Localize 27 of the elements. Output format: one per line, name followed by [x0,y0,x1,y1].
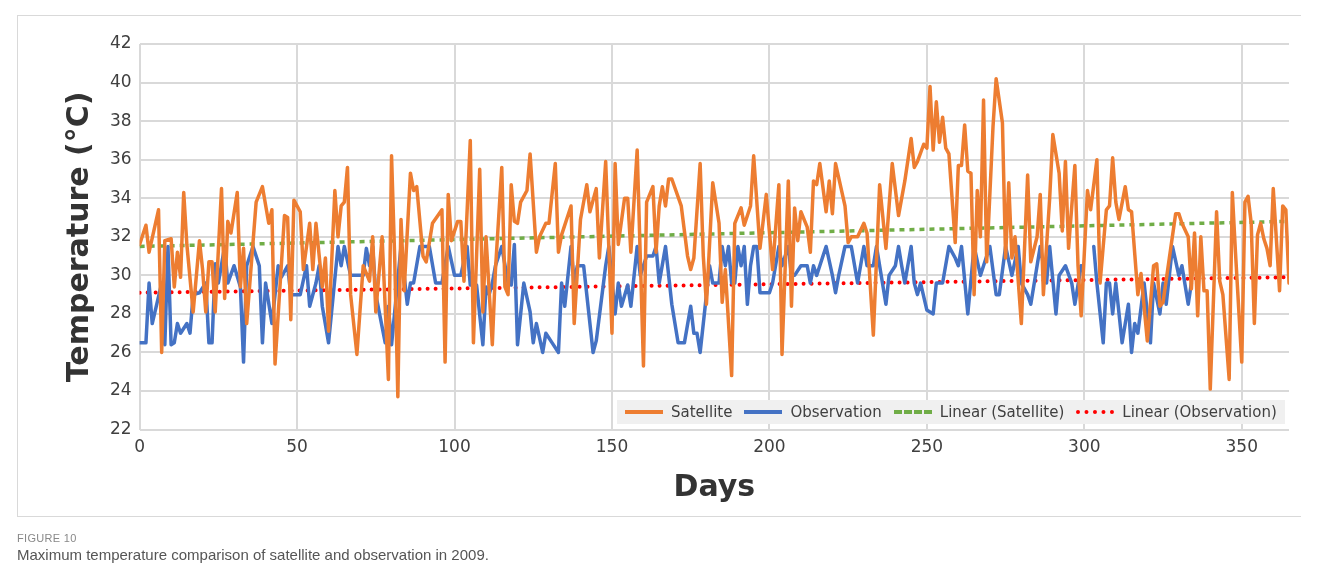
x-axis-title: Days [673,467,756,503]
y-tick-label: 38 [109,109,132,130]
legend-label: Linear (Observation) [1122,402,1277,421]
x-tick-label: 250 [910,436,944,457]
y-axis-title: Temperature (°C) [59,91,95,383]
legend-label: Linear (Satellite) [939,402,1065,421]
y-tick-label: 24 [109,379,132,400]
x-tick-label: 0 [134,436,146,457]
x-tick-label: 150 [595,436,629,457]
y-tick-label: 32 [109,225,132,246]
x-tick-label: 50 [286,436,308,457]
legend-label: Satellite [671,402,733,421]
x-tick-label: 200 [753,436,786,457]
y-tick-label: 30 [109,263,132,284]
y-tick-label: 42 [109,32,132,53]
y-tick-label: 22 [109,418,132,439]
caption: FIGURE 10 [17,532,78,544]
y-tick-label: 40 [109,70,132,91]
legend-label: Observation [790,402,882,421]
y-tick-label: 36 [109,148,132,169]
x-tick-label: 350 [1225,436,1258,457]
y-tick-label: 28 [109,302,132,323]
x-tick-label: 100 [438,436,471,457]
y-tick-label: 26 [109,340,132,361]
y-tick-label: 34 [109,186,132,207]
x-tick-label: 300 [1068,436,1101,457]
text: Maximum temperature comparison of satellite and observation in 2009. [17,546,489,563]
